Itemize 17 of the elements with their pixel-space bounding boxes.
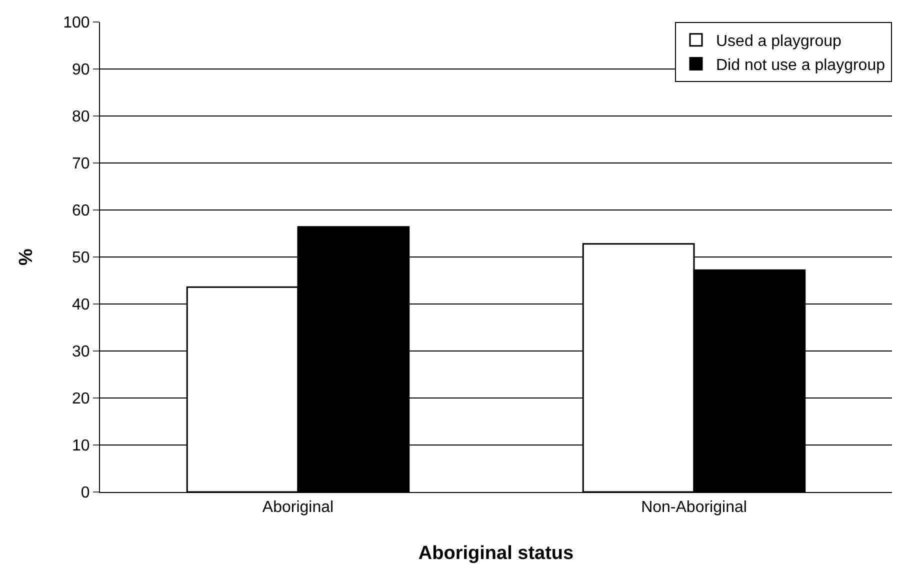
y-tick-label: 70 (72, 156, 90, 173)
x-axis-title: Aboriginal status (418, 543, 574, 564)
y-tick-label: 20 (72, 390, 90, 408)
y-axis-title: % (16, 248, 37, 266)
x-tick-label: Non-Aboriginal (641, 499, 747, 516)
y-tick-label: 40 (72, 296, 90, 314)
y-tick-label: 80 (72, 108, 90, 126)
y-tick-label: 90 (72, 62, 90, 79)
y-tick-label: 50 (72, 250, 90, 267)
y-tick-label: 10 (72, 438, 90, 455)
y-tick-label: 60 (72, 202, 90, 220)
legend-label: Did not use a playgroup (716, 56, 886, 74)
y-tick-label: 100 (63, 14, 90, 32)
y-tick-label: 30 (72, 344, 90, 361)
legend-label: Used a playgroup (716, 33, 842, 50)
x-tick-label: Aboriginal (262, 499, 334, 516)
y-tick-label: 0 (80, 484, 90, 502)
